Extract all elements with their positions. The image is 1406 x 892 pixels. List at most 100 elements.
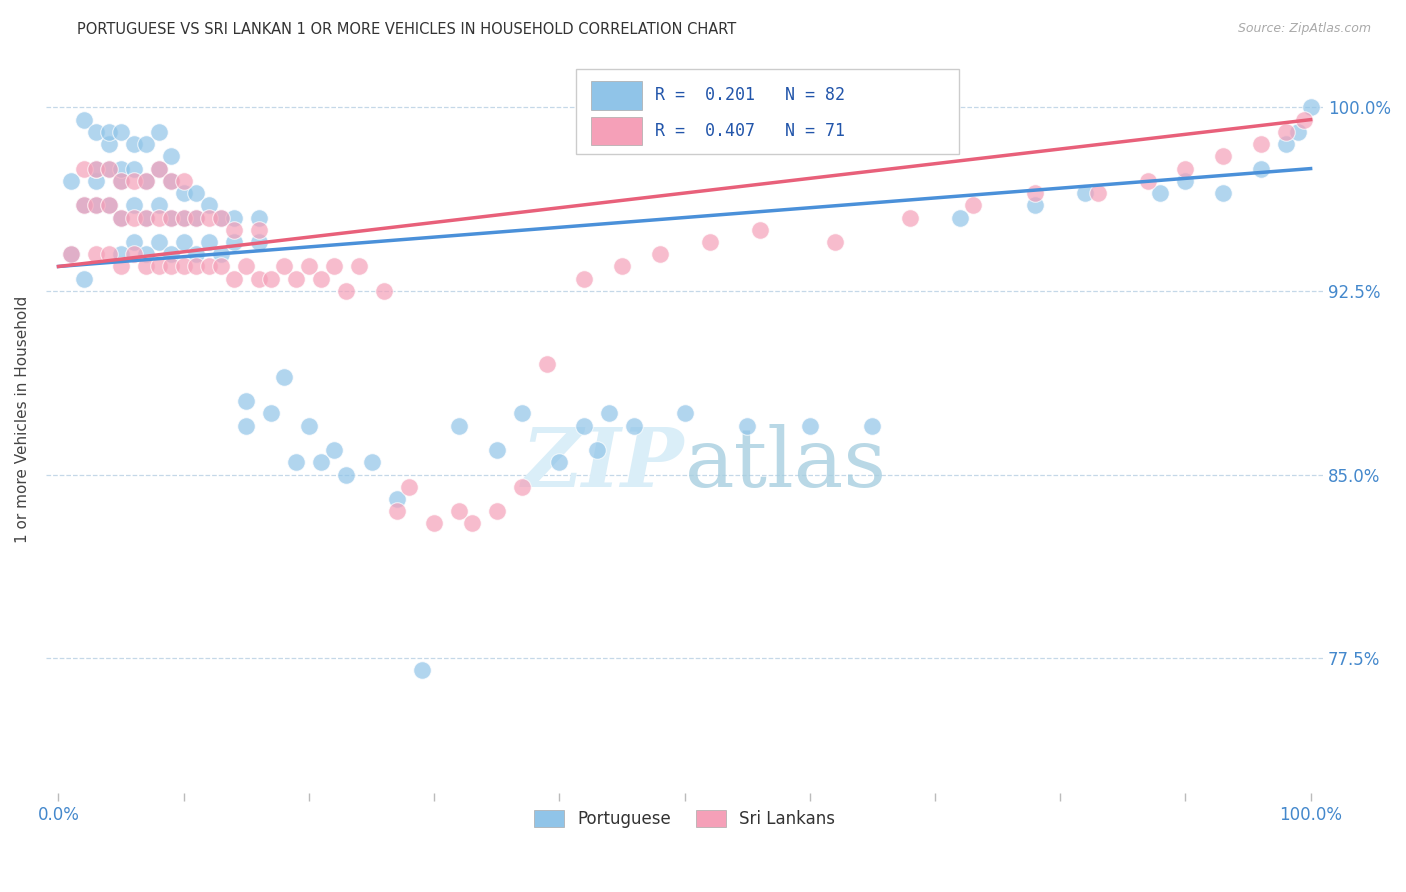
Point <box>72 198 94 212</box>
Point <box>160 247 183 261</box>
Point <box>222 223 245 237</box>
Point <box>510 480 533 494</box>
Point <box>135 211 157 225</box>
Point <box>173 186 195 200</box>
Point <box>197 198 219 212</box>
Point <box>160 211 183 225</box>
Point <box>1299 100 1322 114</box>
Point <box>186 186 208 200</box>
Point <box>610 260 633 274</box>
Point <box>385 504 408 518</box>
Point <box>298 260 321 274</box>
Point <box>97 198 120 212</box>
Point <box>122 174 145 188</box>
Point <box>60 247 83 261</box>
Point <box>247 271 270 285</box>
Point <box>173 211 195 225</box>
Point <box>373 284 395 298</box>
Point <box>1286 125 1309 139</box>
Point <box>84 125 107 139</box>
Point <box>135 137 157 152</box>
Point <box>84 198 107 212</box>
Point <box>148 125 170 139</box>
Point <box>285 271 308 285</box>
FancyBboxPatch shape <box>576 69 959 154</box>
Point <box>1024 198 1046 212</box>
Point <box>311 271 333 285</box>
Point <box>148 161 170 176</box>
Point <box>949 211 972 225</box>
Point <box>335 284 357 298</box>
Point <box>110 247 132 261</box>
Point <box>186 211 208 225</box>
Point <box>135 174 157 188</box>
Point <box>84 198 107 212</box>
Point <box>186 211 208 225</box>
Y-axis label: 1 or more Vehicles in Household: 1 or more Vehicles in Household <box>15 296 30 543</box>
Point <box>222 271 245 285</box>
Point <box>209 260 232 274</box>
Point <box>1274 137 1296 152</box>
Point <box>398 480 420 494</box>
Point <box>84 161 107 176</box>
Point <box>209 247 232 261</box>
Point <box>247 235 270 249</box>
Point <box>110 125 132 139</box>
Point <box>598 406 620 420</box>
Point <box>110 174 132 188</box>
Point <box>1174 161 1197 176</box>
Point <box>510 406 533 420</box>
Point <box>460 516 482 531</box>
Point <box>1136 174 1159 188</box>
Point <box>247 223 270 237</box>
Point <box>1212 186 1234 200</box>
Point <box>72 161 94 176</box>
Point <box>97 125 120 139</box>
Point <box>209 211 232 225</box>
Point <box>122 247 145 261</box>
Point <box>97 137 120 152</box>
Point <box>536 357 558 371</box>
Point <box>247 211 270 225</box>
Point <box>285 455 308 469</box>
Point <box>122 211 145 225</box>
Point <box>160 211 183 225</box>
Point <box>347 260 370 274</box>
Point <box>485 443 508 458</box>
Point <box>485 504 508 518</box>
Point <box>898 211 921 225</box>
Point <box>235 260 257 274</box>
Point <box>160 174 183 188</box>
Point <box>1149 186 1171 200</box>
Point <box>60 174 83 188</box>
Point <box>586 443 609 458</box>
Text: R =  0.201   N = 82: R = 0.201 N = 82 <box>655 87 845 104</box>
Point <box>148 211 170 225</box>
Point <box>84 174 107 188</box>
Point <box>260 406 283 420</box>
Point <box>1294 112 1316 127</box>
Point <box>97 161 120 176</box>
Point <box>197 235 219 249</box>
Point <box>273 369 295 384</box>
Point <box>235 418 257 433</box>
Point <box>1212 149 1234 163</box>
Point <box>97 161 120 176</box>
Point <box>699 235 721 249</box>
Point <box>160 174 183 188</box>
Point <box>148 260 170 274</box>
Point <box>648 247 671 261</box>
Point <box>423 516 446 531</box>
Text: ZIP: ZIP <box>522 425 685 504</box>
Point <box>110 211 132 225</box>
Point <box>1074 186 1097 200</box>
Point <box>1174 174 1197 188</box>
Point <box>135 247 157 261</box>
Point <box>135 174 157 188</box>
Point <box>110 161 132 176</box>
Point <box>574 271 596 285</box>
Point <box>122 137 145 152</box>
FancyBboxPatch shape <box>592 81 643 110</box>
Point <box>173 211 195 225</box>
Point <box>548 455 571 469</box>
